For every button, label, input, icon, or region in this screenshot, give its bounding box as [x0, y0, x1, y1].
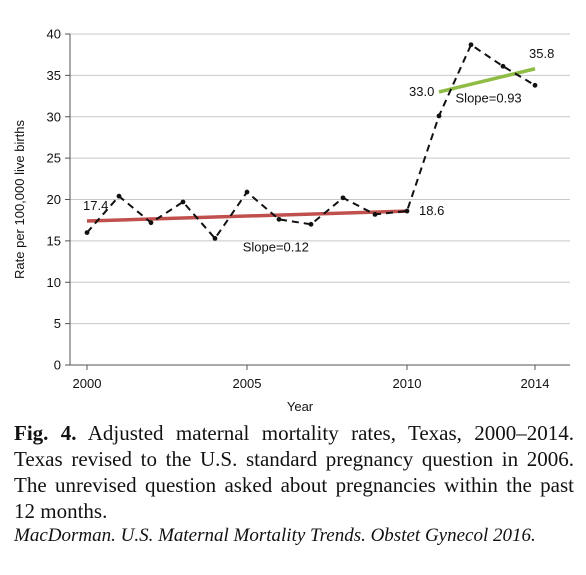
y-tick-label: 20 — [47, 192, 61, 207]
endpoint-label: 18.6 — [419, 203, 444, 218]
x-tick-label: 2014 — [521, 376, 550, 391]
series-line — [86, 43, 536, 241]
data-point — [532, 82, 538, 88]
maternal-mortality-chart: 0 5 10 15 20 25 30 35 40 2000 2005 2010 2014 17.4 18… — [12, 27, 570, 414]
data-point — [308, 221, 314, 227]
y-tick-label: 0 — [54, 358, 61, 373]
data-point — [244, 189, 250, 195]
y-tick-label: 10 — [47, 275, 61, 290]
figure-caption: Fig. 4. Adjusted maternal mortality rate… — [14, 420, 574, 524]
data-point — [468, 42, 474, 48]
y-tick-label: 40 — [47, 27, 61, 42]
x-tick-label: 2005 — [233, 376, 262, 391]
y-tick-label: 30 — [47, 109, 61, 124]
endpoint-label: 17.4 — [83, 198, 108, 213]
data-series — [84, 42, 538, 241]
data-point — [500, 63, 506, 69]
x-axis-ticks: 2000 2005 2010 2014 — [73, 365, 550, 391]
y-tick-label: 25 — [47, 151, 61, 166]
annotations: 17.4 18.6 33.0 35.8 Slope=0.12 Slope=0.93 — [83, 46, 554, 255]
endpoint-label: 35.8 — [529, 46, 554, 61]
endpoint-label: 33.0 — [409, 84, 434, 99]
data-point — [340, 195, 346, 201]
y-axis-ticks: 0 5 10 15 20 25 30 35 40 — [47, 27, 70, 373]
x-tick-label: 2010 — [393, 376, 422, 391]
data-point — [436, 113, 442, 119]
figure-label: Fig. 4. — [14, 421, 77, 445]
citation: MacDorman. U.S. Maternal Mortality Trend… — [14, 525, 536, 546]
trend-lines — [86, 67, 536, 223]
y-tick-label: 5 — [54, 316, 61, 331]
x-axis-title: Year — [287, 399, 314, 414]
y-axis-title: Rate per 100,000 live births — [12, 120, 27, 279]
data-point — [116, 193, 122, 199]
trend-line-2 — [438, 67, 536, 94]
data-point — [148, 220, 154, 226]
data-point — [212, 235, 218, 241]
trend-line-1 — [86, 209, 408, 223]
y-tick-label: 35 — [47, 68, 61, 83]
data-point — [276, 216, 282, 222]
data-point — [84, 230, 90, 236]
slope-label: Slope=0.12 — [243, 240, 309, 255]
slope-label: Slope=0.93 — [456, 91, 522, 106]
caption-text: Adjusted maternal mortality rates, Texas… — [14, 421, 574, 523]
y-tick-label: 15 — [47, 233, 61, 248]
data-point — [180, 199, 186, 205]
x-tick-label: 2000 — [73, 376, 102, 391]
data-point — [372, 211, 378, 217]
gridlines — [70, 33, 570, 366]
data-point — [404, 208, 410, 214]
